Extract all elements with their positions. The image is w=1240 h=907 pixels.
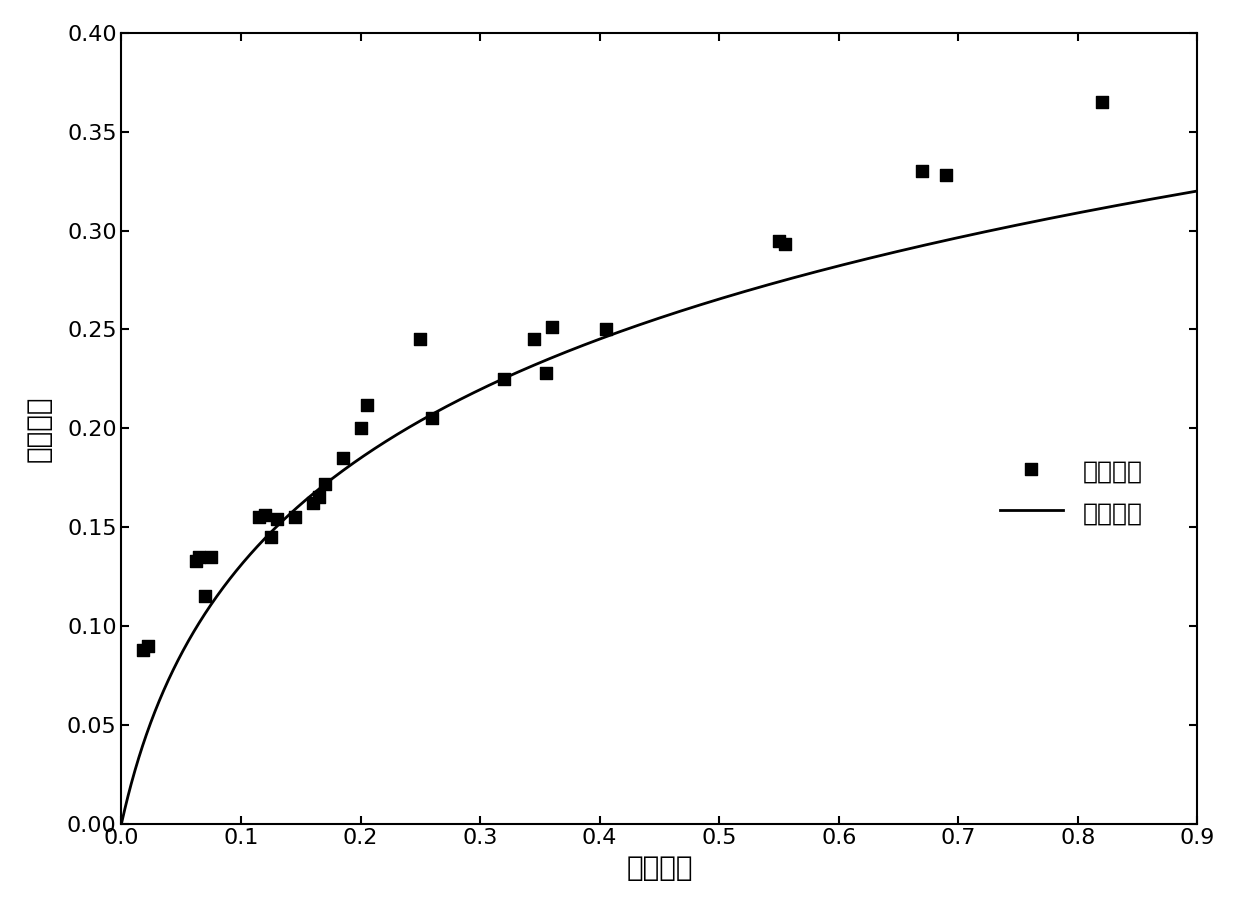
本构模型	[1158, 191, 1173, 202]
试验数据	[186, 553, 206, 568]
本构模型	[609, 327, 624, 338]
本构模型	[1190, 186, 1205, 197]
本构模型	[961, 229, 976, 240]
试验数据	[595, 322, 615, 336]
试验数据	[138, 639, 157, 653]
X-axis label: 塑性应变: 塑性应变	[626, 854, 693, 882]
试验数据	[525, 332, 544, 346]
Line: 本构模型: 本构模型	[122, 191, 1198, 823]
试验数据	[309, 490, 329, 504]
试验数据	[195, 589, 215, 603]
试验数据	[536, 366, 556, 380]
试验数据	[769, 233, 789, 248]
试验数据	[133, 642, 153, 657]
Legend: 试验数据, 本构模型: 试验数据, 本构模型	[990, 448, 1152, 535]
试验数据	[913, 164, 932, 179]
试验数据	[936, 168, 956, 182]
试验数据	[423, 411, 443, 425]
试验数据	[410, 332, 430, 346]
试验数据	[285, 510, 305, 524]
试验数据	[303, 496, 322, 511]
试验数据	[249, 510, 269, 524]
Y-axis label: 损伤变量: 损伤变量	[25, 395, 53, 462]
试验数据	[357, 397, 377, 412]
本构模型	[114, 817, 129, 828]
本构模型	[1158, 191, 1173, 202]
试验数据	[775, 238, 795, 252]
本构模型	[637, 317, 652, 328]
试验数据	[542, 320, 562, 335]
试验数据	[201, 550, 221, 564]
试验数据	[267, 512, 286, 526]
本构模型	[169, 658, 184, 668]
试验数据	[494, 372, 513, 386]
试验数据	[332, 451, 352, 465]
试验数据	[315, 476, 335, 491]
试验数据	[260, 530, 280, 544]
试验数据	[1091, 95, 1111, 110]
试验数据	[190, 550, 210, 564]
试验数据	[351, 421, 371, 435]
试验数据	[255, 508, 275, 522]
